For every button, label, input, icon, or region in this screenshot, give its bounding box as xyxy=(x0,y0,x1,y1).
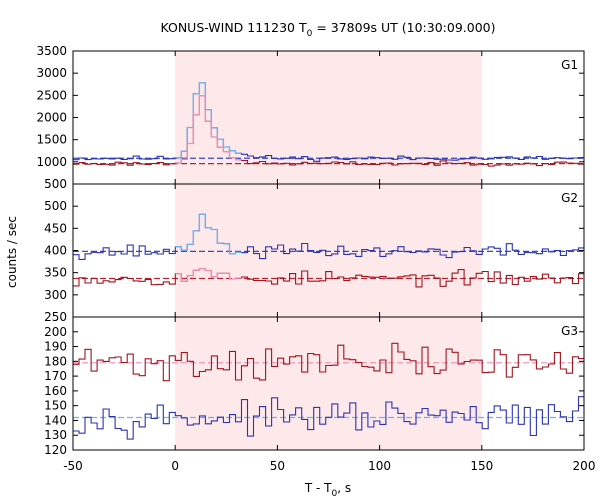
y-tick-label: 150 xyxy=(44,399,67,413)
panel-label-G2: G2 xyxy=(561,191,578,205)
x-tick-label: 50 xyxy=(270,459,285,473)
burst-G1-1 xyxy=(175,95,242,164)
panel-label-G1: G1 xyxy=(561,58,578,72)
y-tick-label: 180 xyxy=(44,354,67,368)
x-tick-label: 150 xyxy=(470,459,493,473)
panel-G1: 500 1000 1500 2000 2500 3000 3500 G1 xyxy=(36,44,585,191)
y-tick-label: 1500 xyxy=(36,133,67,147)
y-tick-label: 450 xyxy=(44,221,67,235)
chart-title: KONUS-WIND 111230 T0 = 37809s UT (10:30:… xyxy=(160,20,495,39)
y-tick-label: 130 xyxy=(44,428,67,442)
y-tick-label: 170 xyxy=(44,369,67,383)
panel-label-G3: G3 xyxy=(561,324,578,338)
series-G2-0 xyxy=(73,213,584,260)
y-tick-label: 300 xyxy=(44,288,67,302)
series-G1-0 xyxy=(73,82,584,162)
y-tick-label: 3500 xyxy=(36,44,67,58)
y-tick-label: 120 xyxy=(44,443,67,457)
x-tick-label: 100 xyxy=(368,459,391,473)
burst-G2-1 xyxy=(175,267,242,282)
panel-frame xyxy=(72,316,585,451)
series-G2-1 xyxy=(73,268,584,288)
y-axis-label: counts / sec xyxy=(5,216,19,288)
burst-G2-0 xyxy=(175,213,242,255)
series-G3-0 xyxy=(73,342,584,382)
series-G3-1 xyxy=(73,396,584,440)
series-G1-1 xyxy=(73,95,584,167)
y-tick-label: 1000 xyxy=(36,155,67,169)
y-tick-label: 2000 xyxy=(36,111,67,125)
x-tick-label: -50 xyxy=(63,459,83,473)
y-tick-label: 2500 xyxy=(36,88,67,102)
highlight-interval xyxy=(175,51,482,450)
x-tick-label: 200 xyxy=(573,459,596,473)
x-tick-label: 0 xyxy=(171,459,179,473)
y-tick-label: 200 xyxy=(44,325,67,339)
y-tick-label: 500 xyxy=(44,199,67,213)
y-tick-label: 3000 xyxy=(36,66,67,80)
y-tick-label: 350 xyxy=(44,266,67,280)
y-tick-label: 400 xyxy=(44,244,67,258)
y-tick-label: 250 xyxy=(44,310,67,324)
y-tick-label: 190 xyxy=(44,340,67,354)
x-axis-label: T - T0, s xyxy=(304,481,351,499)
burst-G1-0 xyxy=(175,82,242,159)
y-tick-label: 140 xyxy=(44,413,67,427)
y-tick-label: 500 xyxy=(44,177,67,191)
y-tick-label: 160 xyxy=(44,384,67,398)
